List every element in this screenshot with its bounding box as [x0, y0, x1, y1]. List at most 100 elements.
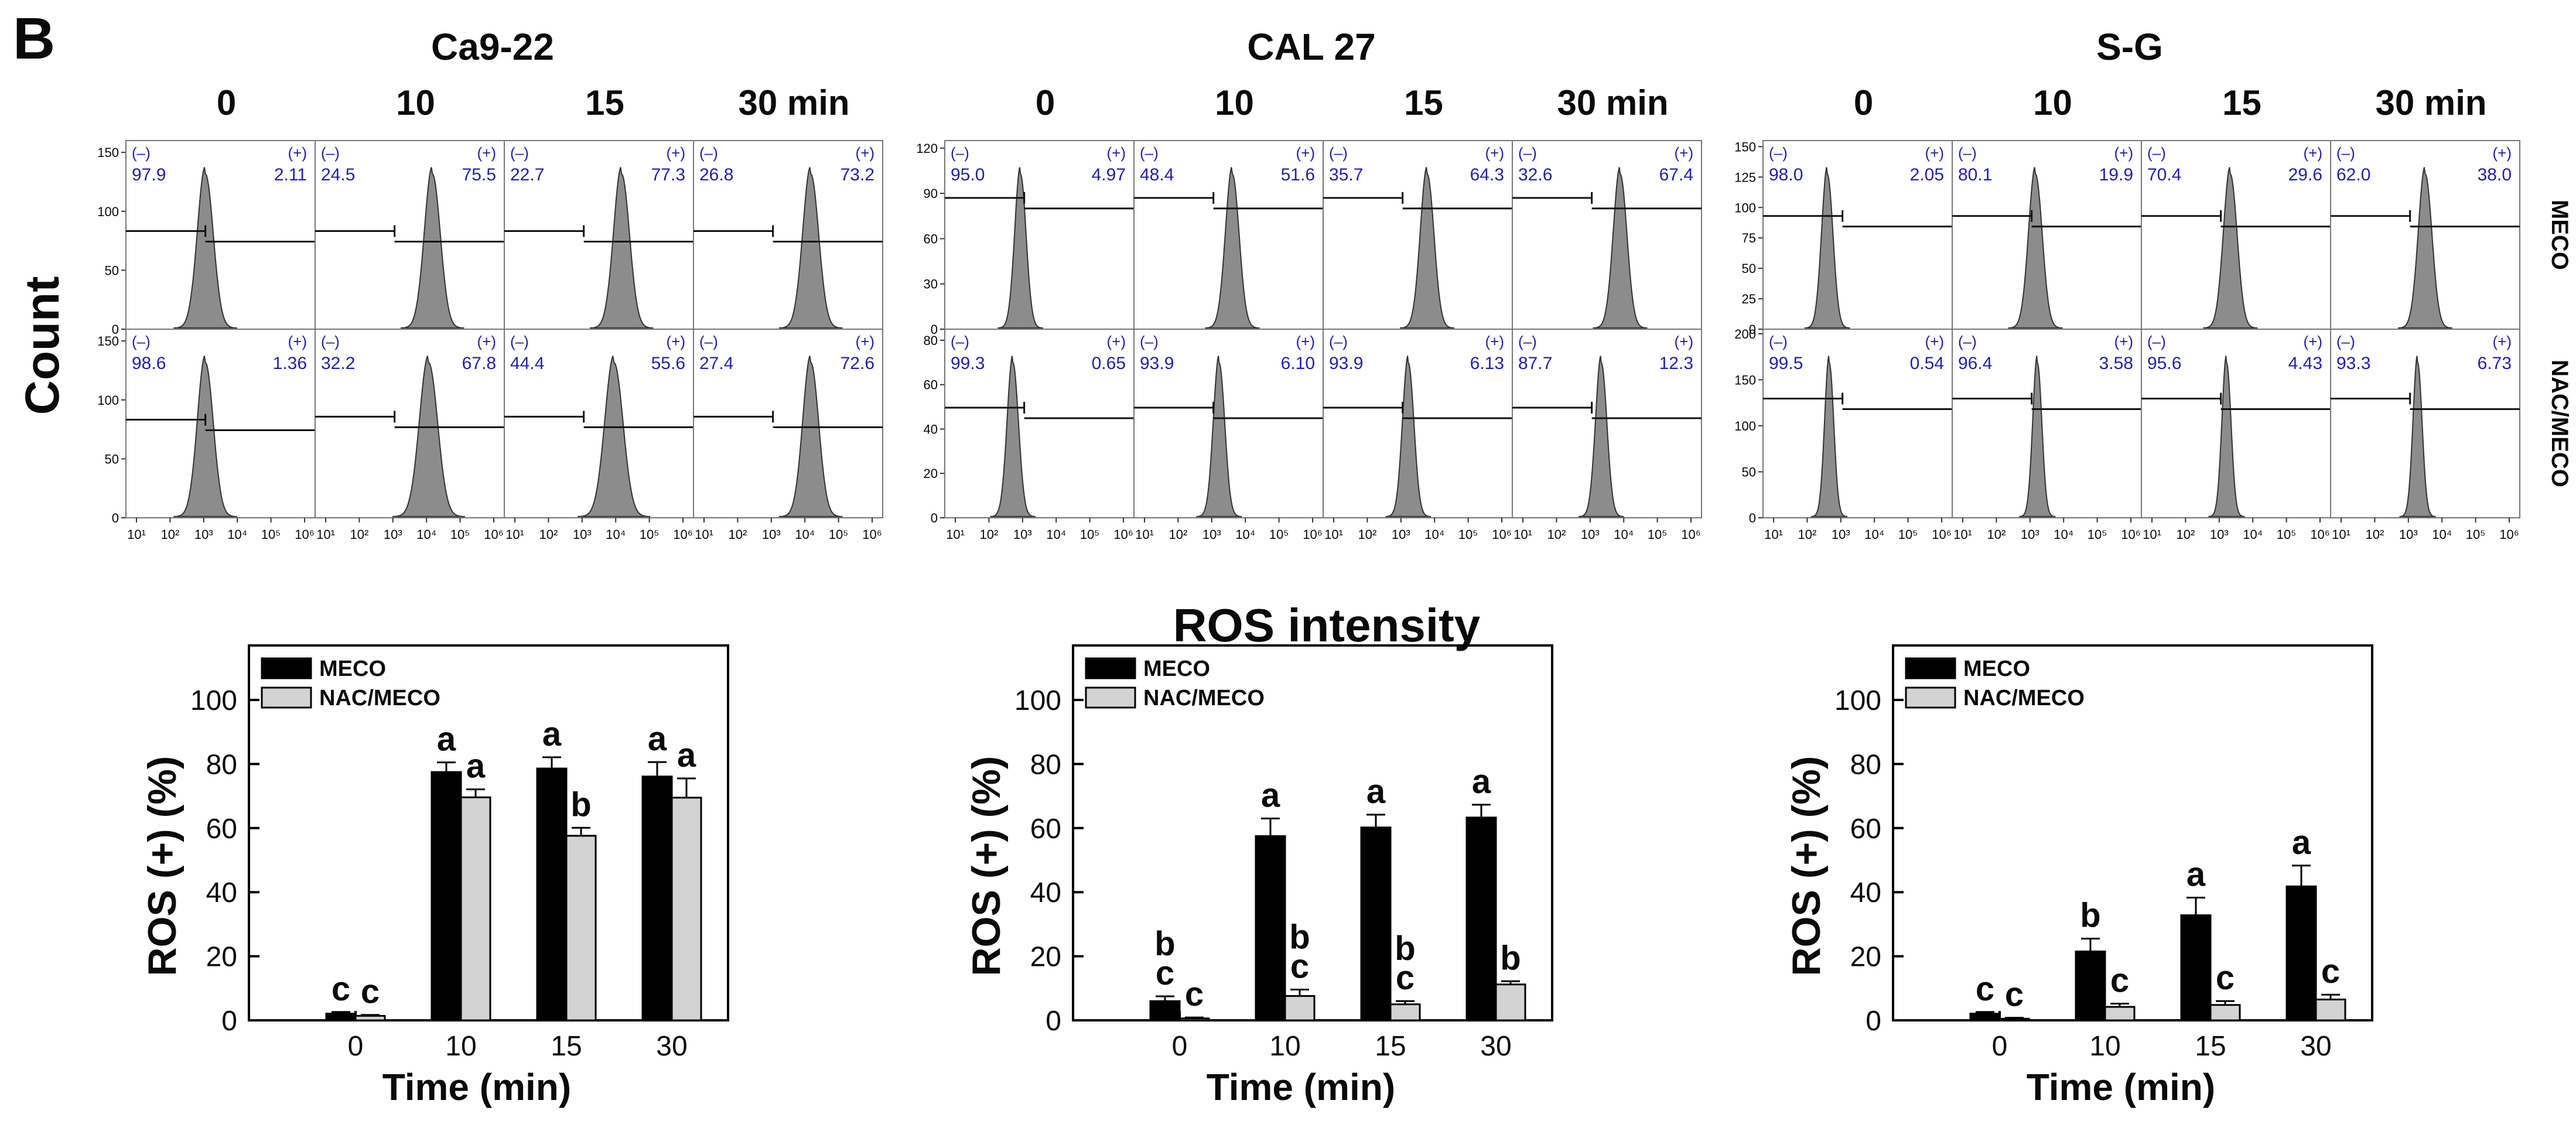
positive-percent-value: 73.2 [841, 165, 874, 185]
bar-nac-meco [1284, 995, 1316, 1021]
y-tick-label: 80 [924, 333, 938, 348]
x-tick-label: 10⁵ [450, 527, 470, 542]
y-tick-label: 20 [1030, 942, 1061, 973]
time-label: 30 min [2375, 83, 2486, 122]
x-tick-label: 10⁴ [1614, 527, 1634, 542]
flow-histogram-cell: (–) (+) 99.5 0.54 10¹ 10² 10³ 10⁴ 10⁵ 10⁶ [1762, 329, 1953, 542]
flow-histogram-cell: (–) (+) 32.6 67.4 [1512, 140, 1702, 330]
histogram-peak [1805, 167, 1850, 329]
bar-meco [1360, 826, 1392, 1021]
time-label: 30 min [1557, 83, 1668, 122]
bar-meco [1969, 1013, 2001, 1021]
positive-gate-label: (+) [1925, 333, 1945, 350]
negative-percent-value: 22.7 [510, 165, 544, 185]
positive-gate-label: (+) [1485, 144, 1505, 162]
x-tick-label: 15 [1375, 1031, 1406, 1062]
histogram-peak [392, 356, 465, 517]
histogram-peak [778, 167, 843, 329]
time-label: 15 [1404, 83, 1443, 122]
x-tick-label: 10⁵ [829, 527, 849, 542]
significance-letter: a [542, 715, 562, 753]
histogram-peak [1810, 356, 1848, 517]
positive-gate-label: (+) [2493, 333, 2512, 350]
y-tick-label: 75 [1742, 231, 1756, 245]
count-axis-label: Count [16, 276, 69, 415]
positive-percent-value: 6.73 [2478, 354, 2512, 373]
y-tick-label: 50 [105, 452, 119, 466]
legend-swatch [1905, 657, 1956, 679]
negative-gate-label: (–) [2336, 333, 2355, 350]
positive-percent-value: 19.9 [2099, 165, 2133, 185]
x-tick-label: 10³ [384, 527, 402, 542]
positive-percent-value: 0.65 [1092, 354, 1126, 373]
x-tick-label: 10⁶ [295, 527, 315, 542]
x-tick-label: 10² [1547, 527, 1566, 542]
row-label-meco: MECO [2547, 200, 2572, 270]
positive-percent-value: 12.3 [1659, 354, 1693, 373]
negative-gate-label: (–) [1518, 333, 1537, 350]
significance-letter: a [2186, 855, 2206, 893]
time-label: 30 min [738, 83, 849, 122]
flow-group-s-g: S-G 0 10 15 30 min 0 25 50 75 100 125 150 (–) (+) 98.0… [1734, 26, 2572, 542]
time-label: 15 [2222, 83, 2261, 122]
cell-line-title: CAL 27 [1247, 26, 1375, 68]
x-tick-label: 10³ [762, 527, 781, 542]
y-tick-label: 80 [1030, 749, 1061, 780]
y-tick-label: 125 [1734, 170, 1756, 185]
y-tick-label: 20 [924, 466, 938, 481]
x-tick-label: 0 [1172, 1031, 1188, 1062]
x-tick-label: 0 [348, 1031, 364, 1062]
significance-letter: b [2080, 897, 2100, 935]
bar-nac-meco [1389, 1003, 1421, 1021]
positive-gate-label: (+) [1675, 333, 1694, 350]
significance-letter: c [1156, 954, 1174, 992]
positive-gate-label: (+) [1485, 333, 1505, 350]
y-tick-label: 90 [924, 186, 938, 201]
significance-letter: c [1976, 970, 1994, 1008]
y-tick-label: 60 [1850, 814, 1881, 845]
y-tick-label: 30 [924, 277, 938, 292]
histogram-frame [944, 140, 1135, 330]
significance-letter: b [1289, 918, 1310, 956]
x-tick-label: 10⁴ [1046, 527, 1066, 542]
y-tick-label: 0 [221, 1006, 237, 1037]
positive-percent-value: 64.3 [1470, 165, 1504, 185]
negative-gate-label: (–) [1329, 333, 1348, 350]
positive-gate-label: (+) [2114, 333, 2134, 350]
flow-histogram-cell: (–) (+) 48.4 51.6 [1133, 140, 1324, 330]
histogram-peak [400, 167, 464, 329]
histogram-frame [125, 329, 316, 518]
y-tick-label: 100 [1734, 200, 1756, 215]
positive-gate-label: (+) [667, 144, 686, 162]
flow-histogram-cell: (–) (+) 99.3 0.65 10¹ 10² 10³ 10⁴ 10⁵ 10⁶ [944, 329, 1135, 542]
x-tick-label: 0 [1992, 1031, 2008, 1062]
histogram-peak [173, 167, 237, 329]
x-tick-label: 10² [539, 527, 558, 542]
positive-percent-value: 1.36 [273, 354, 307, 373]
y-tick-label: 0 [1046, 1006, 1061, 1037]
legend-swatch [261, 657, 312, 679]
y-tick-label: 0 [112, 322, 119, 337]
negative-gate-label: (–) [321, 144, 340, 162]
x-tick-label: 10⁵ [1898, 527, 1918, 542]
x-axis-label: Time (min) [2027, 1066, 2215, 1108]
bar-nac-meco [2209, 1004, 2241, 1021]
flow-histogram-cell: (–) (+) 22.7 77.3 [504, 140, 694, 330]
negative-gate-label: (–) [1958, 144, 1977, 162]
bar-nac-meco [565, 835, 597, 1021]
legend-swatch [1085, 686, 1136, 709]
histogram-peak [778, 356, 843, 517]
flow-histogram-cell: (–) (+) 44.4 55.6 10¹ 10² 10³ 10⁴ 10⁵ 10⁶ [504, 329, 694, 542]
negative-gate-label: (–) [1140, 144, 1159, 162]
x-tick-label: 10² [161, 527, 180, 542]
cell-line-title: S-G [2096, 26, 2163, 68]
positive-gate-label: (+) [2493, 144, 2512, 162]
negative-percent-value: 27.4 [699, 354, 733, 373]
histogram-peak [997, 167, 1043, 329]
x-tick-label: 10⁵ [640, 527, 660, 542]
y-tick-label: 40 [206, 877, 237, 908]
negative-gate-label: (–) [951, 333, 969, 350]
significance-letter: b [1500, 939, 1521, 977]
bar-meco [641, 775, 673, 1021]
